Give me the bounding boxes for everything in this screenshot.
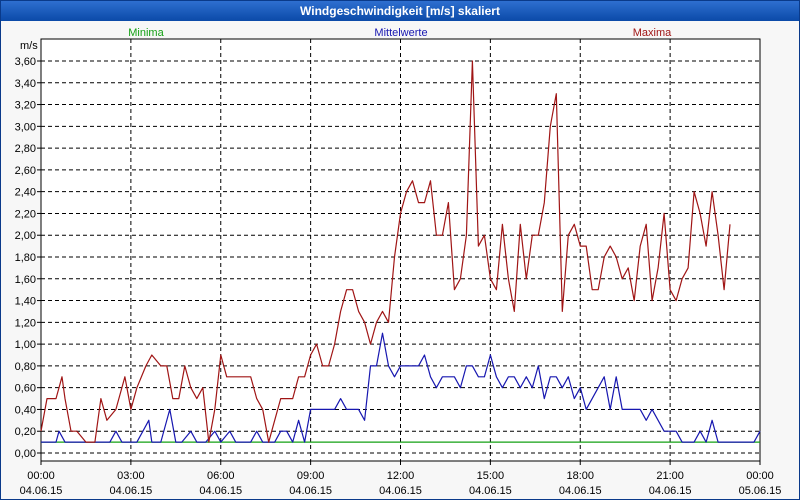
y-tick-label: 3,00: [15, 121, 36, 133]
x-tick-date: 04.06.15: [20, 485, 63, 497]
x-tick-date: 04.06.15: [199, 485, 242, 497]
y-tick-label: 3,20: [15, 100, 36, 112]
x-tick-time: 18:00: [566, 470, 594, 482]
y-tick-label: 2,60: [15, 165, 36, 177]
x-tick-time: 12:00: [387, 470, 415, 482]
x-tick-time: 03:00: [117, 470, 145, 482]
x-tick-date: 04.06.15: [379, 485, 422, 497]
x-tick-date: 04.06.15: [559, 485, 602, 497]
x-axis: 00:00 04.06.15 03:00 04.06.15 06:00 04.06.15 0…: [20, 461, 782, 497]
y-tick-label: 1,40: [15, 296, 36, 308]
y-tick-label: 0,60: [15, 383, 36, 395]
y-tick-label: 0,20: [15, 426, 36, 438]
x-tick-date: 04.06.15: [109, 485, 152, 497]
series-line-maxima: [40, 60, 731, 443]
y-tick-label: 0,80: [15, 361, 36, 373]
x-tick-time: 00:00: [746, 470, 774, 482]
y-tick-label: 2,40: [15, 187, 36, 199]
grid-lines: [41, 39, 760, 461]
y-tick-label: 1,00: [15, 339, 36, 351]
legend-maxima: Maxima: [633, 27, 672, 39]
x-tick-date: 04.06.15: [469, 485, 512, 497]
y-tick-label: 3,60: [15, 56, 36, 68]
y-tick-label: 1,60: [15, 274, 36, 286]
series-line-mittelwerte: [41, 332, 761, 443]
window-title: Windgeschwindigkeit [m/s] skaliert: [1, 1, 799, 21]
y-axis-unit: m/s: [20, 40, 38, 52]
x-tick-date: 04.06.15: [649, 485, 692, 497]
x-tick-time: 21:00: [656, 470, 684, 482]
x-tick-date: 04.06.15: [289, 485, 332, 497]
y-axis: 0,00 0,20 0,40 0,60 0,80 1,00 1,20 1,40 1,60 1,80…: [15, 56, 41, 460]
legend-minima: Minima: [128, 27, 164, 39]
legend: Minima Mittelwerte Maxima: [128, 27, 672, 39]
y-tick-label: 0,00: [15, 448, 36, 460]
y-tick-label: 0,40: [15, 404, 36, 416]
x-tick-date: 05.06.15: [739, 485, 782, 497]
y-tick-label: 2,00: [15, 230, 36, 242]
y-tick-label: 1,80: [15, 252, 36, 264]
x-tick-time: 09:00: [297, 470, 325, 482]
x-tick-time: 00:00: [27, 470, 55, 482]
x-tick-time: 06:00: [207, 470, 235, 482]
series-group: [40, 60, 761, 443]
y-tick-label: 1,20: [15, 317, 36, 329]
y-tick-label: 2,20: [15, 208, 36, 220]
y-tick-label: 3,40: [15, 78, 36, 90]
y-tick-label: 2,80: [15, 143, 36, 155]
x-tick-time: 15:00: [477, 470, 505, 482]
legend-mittelwerte: Mittelwerte: [374, 27, 427, 39]
